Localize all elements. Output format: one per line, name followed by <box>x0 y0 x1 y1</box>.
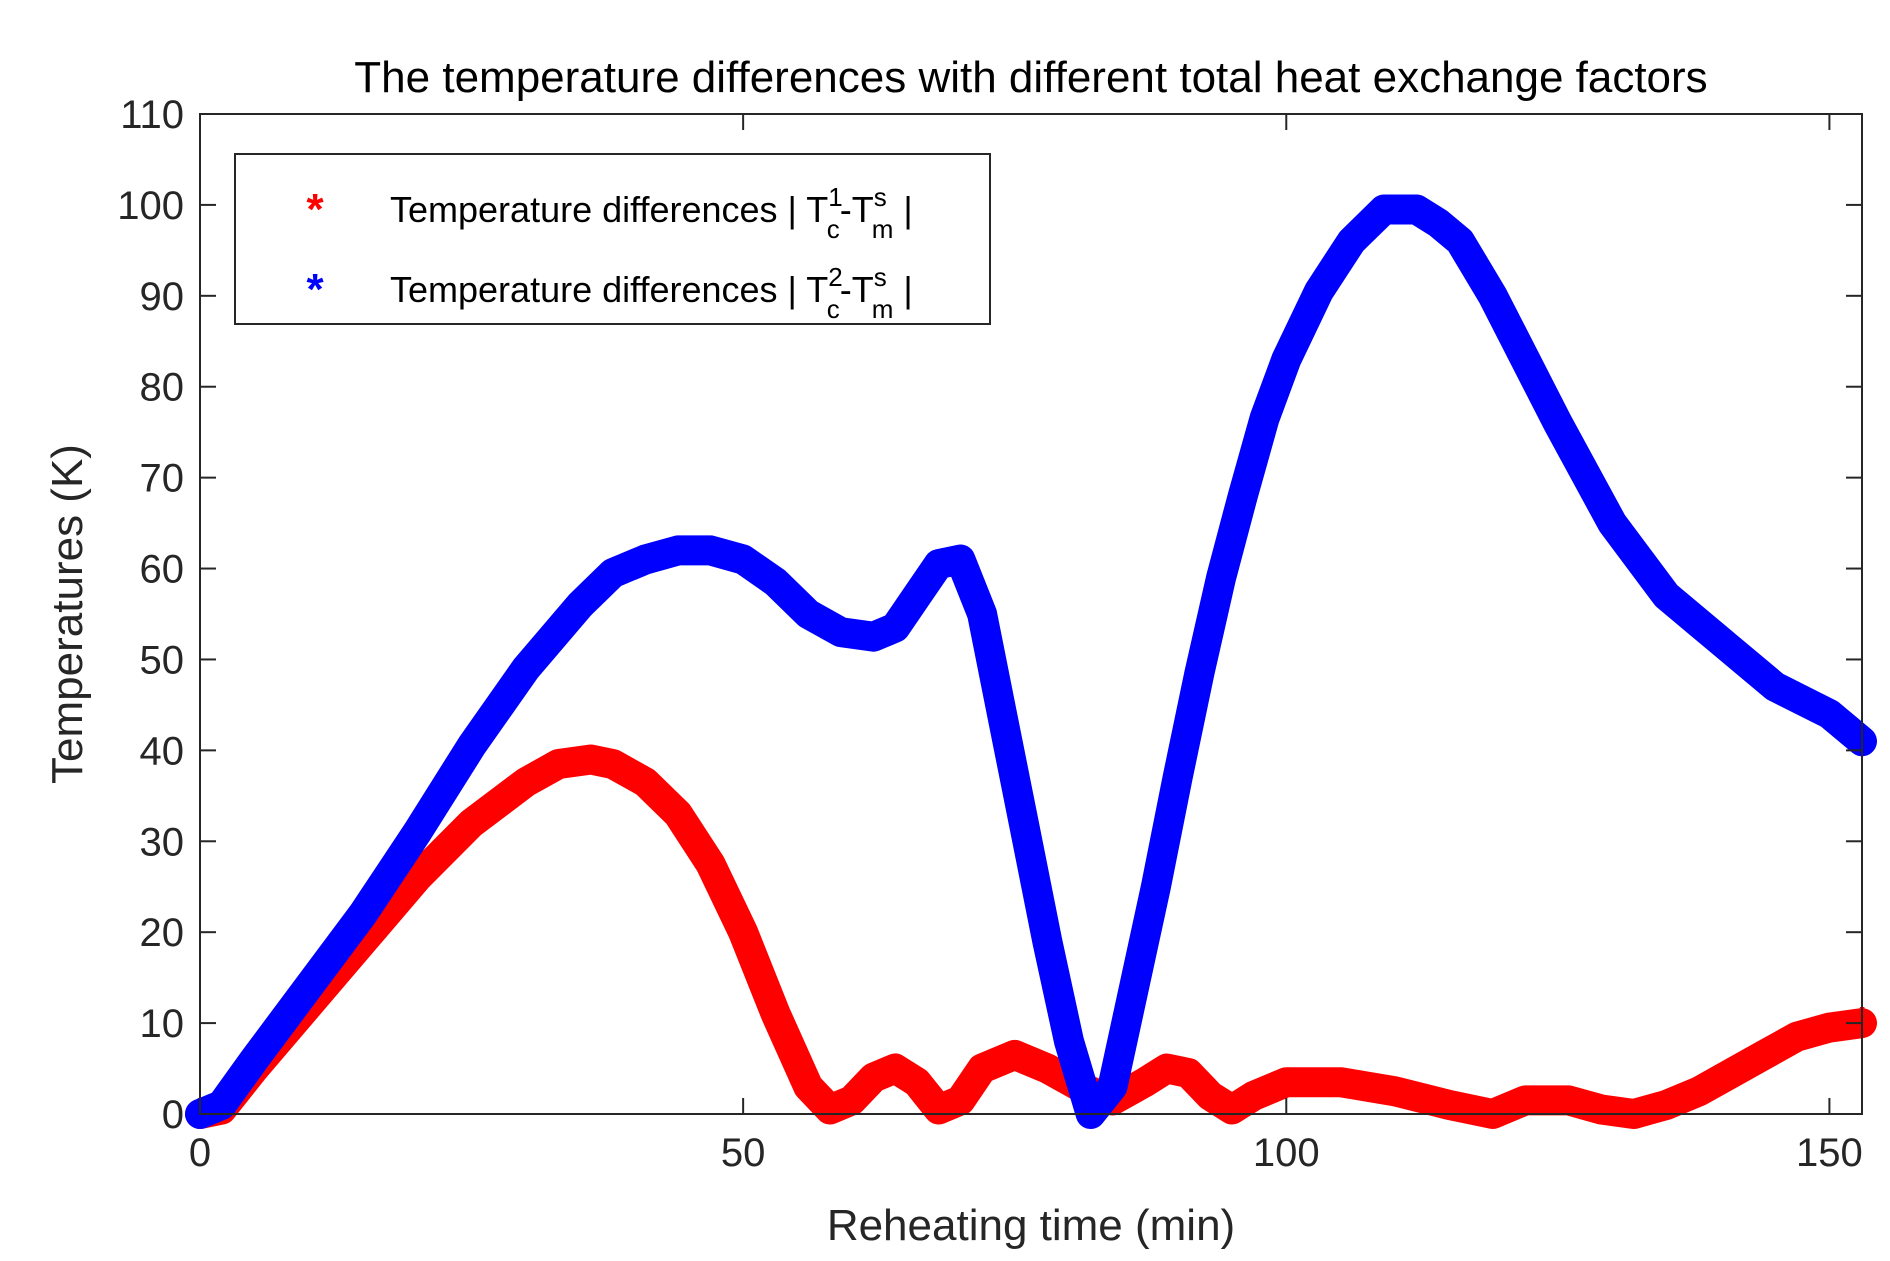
y-tick-label: 0 <box>162 1093 184 1137</box>
series-line-2 <box>185 194 1877 1129</box>
y-tick-label: 20 <box>140 911 185 955</box>
y-tick-label: 110 <box>120 93 184 137</box>
x-tick-label: 50 <box>721 1131 766 1175</box>
legend-marker-1: * <box>306 185 324 234</box>
series-layer: **** <box>185 194 1877 1138</box>
axes-layer: 0 10 20 30 40 50 60 70 80 90 100 110 0 50 100 150 <box>117 93 1863 1175</box>
axes-frame <box>199 113 1863 1115</box>
y-tick-label: 50 <box>140 638 185 682</box>
x-tick-label: 100 <box>1253 1131 1320 1175</box>
y-tick-label: 80 <box>140 366 185 410</box>
x-axis-label: Reheating time (min) <box>827 1201 1235 1250</box>
y-tick-label: 60 <box>140 548 185 592</box>
x-tick-label: 0 <box>189 1131 211 1175</box>
y-tick-label: 40 <box>140 729 185 773</box>
legend-box <box>234 153 991 325</box>
y-tick-label: 100 <box>117 184 184 228</box>
y-tick-label: 10 <box>140 1002 185 1046</box>
y-tick-label: 90 <box>140 275 185 319</box>
x-tick-label: 150 <box>1796 1131 1863 1175</box>
legend-label-2: Temperature differences | T2 c-Ts m | <box>390 262 913 324</box>
series-line-1 <box>185 744 1877 1129</box>
legend-label-1: Temperature differences | T1 c-Ts m | <box>390 182 913 244</box>
chart-title: The temperature differences with differe… <box>354 53 1707 102</box>
legend: * Temperature differences | T1 c-Ts m | * Tem… <box>234 153 991 325</box>
y-tick-label: 70 <box>140 457 185 501</box>
legend-marker-2: * <box>306 265 324 314</box>
y-axis-label: Temperatures (K) <box>43 444 92 784</box>
y-tick-label: 30 <box>140 820 185 864</box>
